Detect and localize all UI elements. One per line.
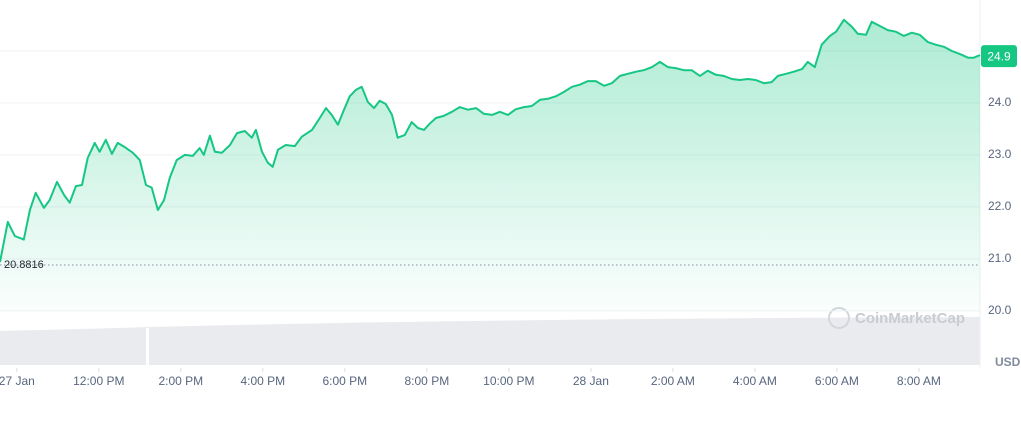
price-line — [0, 18, 981, 263]
x-tick-label: 2:00 AM — [651, 374, 695, 388]
currency-label: USD — [995, 355, 1021, 369]
x-tick-label: 6:00 AM — [815, 374, 859, 388]
x-tick-label: 12:00 PM — [73, 374, 124, 388]
x-tick-label: 8:00 AM — [897, 374, 941, 388]
price-badge-label: 24.9 — [987, 49, 1011, 63]
volume-area — [0, 317, 980, 365]
y-tick-label: 21.0 — [988, 251, 1012, 265]
x-tick-label: 27 Jan — [0, 374, 35, 388]
price-badge: 24.9 — [981, 45, 1017, 68]
x-tick-label: 2:00 PM — [158, 374, 203, 388]
y-tick-label: 20.0 — [988, 303, 1012, 317]
price-badge-bg — [981, 45, 1017, 68]
x-tick-label: 6:00 PM — [322, 374, 367, 388]
y-tick-label: 22.0 — [988, 199, 1012, 213]
x-tick-label: 4:00 PM — [240, 374, 285, 388]
watermark-text: CoinMarketCap — [855, 310, 965, 327]
x-tick-label: 10:00 PM — [483, 374, 534, 388]
price-area — [0, 19, 980, 312]
y-tick-label: 23.0 — [988, 147, 1012, 161]
y-tick-label: 24.0 — [988, 95, 1012, 109]
x-tick-label: 28 Jan — [573, 374, 609, 388]
reference-label: 20.8816 — [4, 259, 44, 271]
x-tick-label: 8:00 PM — [405, 374, 450, 388]
x-tick-label: 4:00 AM — [733, 374, 777, 388]
